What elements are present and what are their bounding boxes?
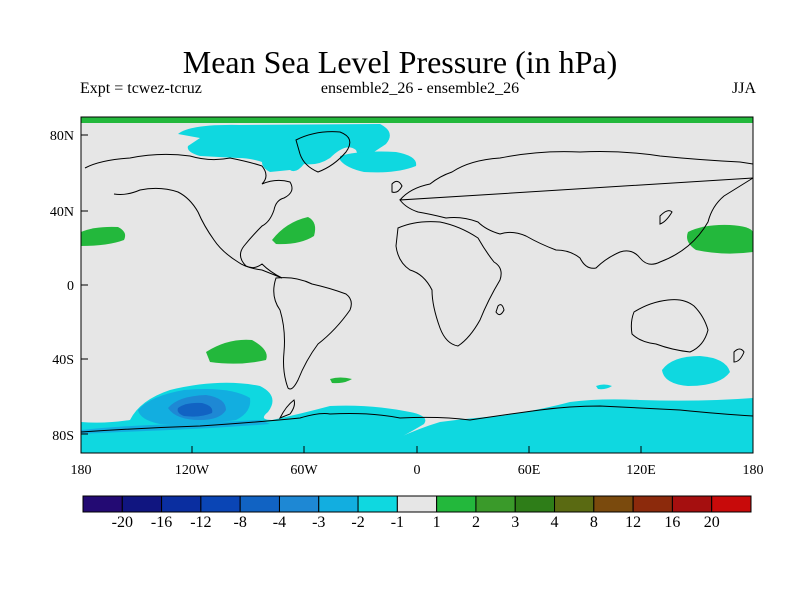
anomaly-natlantic bbox=[272, 217, 316, 245]
coast-australia bbox=[630, 299, 709, 353]
anomaly-arctic bbox=[178, 124, 390, 172]
colorbar-swatch bbox=[671, 495, 713, 513]
lon-label-120w: 120W bbox=[175, 463, 210, 478]
colorbar-swatch bbox=[121, 495, 163, 513]
colorbar-label: 2 bbox=[472, 514, 480, 531]
colorbar-label: -16 bbox=[151, 514, 172, 531]
coast-eurasia bbox=[399, 151, 754, 269]
experiment-label: Expt = tcwez-tcruz bbox=[80, 80, 202, 97]
colorbar-label: -3 bbox=[312, 514, 325, 531]
colorbar-label: -20 bbox=[112, 514, 133, 531]
coast-antarctic-peninsula bbox=[278, 399, 295, 419]
colorbar-swatch bbox=[396, 495, 438, 513]
anomaly-australia-south bbox=[662, 356, 730, 386]
colorbar-label: 4 bbox=[551, 514, 559, 531]
coastlines bbox=[80, 131, 754, 433]
coast-japan bbox=[659, 210, 673, 225]
colorbar-swatch bbox=[475, 495, 516, 513]
lat-label-0: 0 bbox=[67, 279, 74, 294]
lat-label-80n: 80N bbox=[50, 129, 74, 144]
colorbar-label: -2 bbox=[351, 514, 364, 531]
coast-north-america bbox=[84, 153, 293, 279]
frame-ticks bbox=[81, 134, 642, 453]
map-title: Mean Sea Level Pressure (in hPa) bbox=[182, 44, 618, 80]
anomaly-antarctic-4 bbox=[177, 402, 213, 417]
anomaly-indian-small bbox=[596, 384, 612, 390]
anomaly-spacific bbox=[206, 339, 267, 364]
ensemble-label: ensemble2_26 - ensemble2_26 bbox=[320, 80, 520, 97]
colorbar-swatch bbox=[593, 495, 634, 513]
lat-label-40s: 40S bbox=[52, 353, 74, 368]
map-panel bbox=[80, 116, 754, 454]
colorbar-label: 8 bbox=[590, 514, 598, 531]
longitude-labels: 180 120W 60W 0 60E 120E 180 bbox=[71, 463, 764, 478]
coast-new-zealand bbox=[733, 348, 745, 363]
anomaly-npacific-west bbox=[81, 226, 126, 246]
colorbar: -20 -16 -12 -8 -4 -3 -2 -1 1 2 3 4 8 12 16 20 bbox=[82, 495, 752, 531]
latitude-labels: 80N 40N 0 40S 80S bbox=[50, 129, 74, 444]
lon-label-60w: 60W bbox=[290, 463, 318, 478]
colorbar-label: -1 bbox=[391, 514, 404, 531]
colorbar-swatch bbox=[357, 495, 398, 513]
anomaly-satlantic bbox=[330, 377, 352, 384]
lon-label-180w: 180 bbox=[71, 463, 92, 478]
anomaly-iceland bbox=[340, 151, 417, 173]
colorbar-label: 12 bbox=[625, 514, 641, 531]
colorbar-swatch bbox=[200, 495, 241, 513]
colorbar-label: 16 bbox=[664, 514, 680, 531]
coast-greenland bbox=[295, 131, 351, 173]
lat-label-80s: 80S bbox=[52, 429, 74, 444]
colorbar-swatch bbox=[82, 495, 123, 513]
coast-south-america bbox=[273, 277, 352, 390]
colorbar-label: -12 bbox=[190, 514, 211, 531]
arctic-positive-strip bbox=[81, 117, 753, 123]
lon-label-180e: 180 bbox=[743, 463, 764, 478]
colorbar-label: -8 bbox=[234, 514, 247, 531]
colorbar-swatch bbox=[161, 495, 202, 513]
lon-label-60e: 60E bbox=[518, 463, 541, 478]
season-label: JJA bbox=[731, 80, 756, 97]
colorbar-label: 1 bbox=[433, 514, 441, 531]
lon-label-120e: 120E bbox=[626, 463, 656, 478]
colorbar-swatch bbox=[239, 495, 280, 513]
colorbar-label: 3 bbox=[511, 514, 519, 531]
colorbar-swatch bbox=[436, 495, 477, 513]
colorbar-label: -4 bbox=[273, 514, 286, 531]
coast-uk bbox=[391, 180, 403, 193]
colorbar-swatch bbox=[632, 495, 673, 513]
coast-madagascar bbox=[495, 304, 505, 316]
positive-anomaly-regions bbox=[81, 217, 753, 384]
colorbar-label: 20 bbox=[704, 514, 720, 531]
coast-antarctica bbox=[80, 405, 754, 433]
lat-label-40n: 40N bbox=[50, 205, 74, 220]
coast-africa bbox=[395, 221, 502, 347]
colorbar-swatch bbox=[278, 495, 320, 513]
anomaly-npacific-east bbox=[687, 224, 753, 254]
map-frame bbox=[80, 116, 754, 454]
colorbar-swatch bbox=[711, 495, 752, 513]
colorbar-swatch bbox=[554, 495, 595, 513]
colorbar-swatch bbox=[318, 495, 359, 513]
colorbar-swatch bbox=[514, 495, 556, 513]
lon-label-0: 0 bbox=[414, 463, 421, 478]
